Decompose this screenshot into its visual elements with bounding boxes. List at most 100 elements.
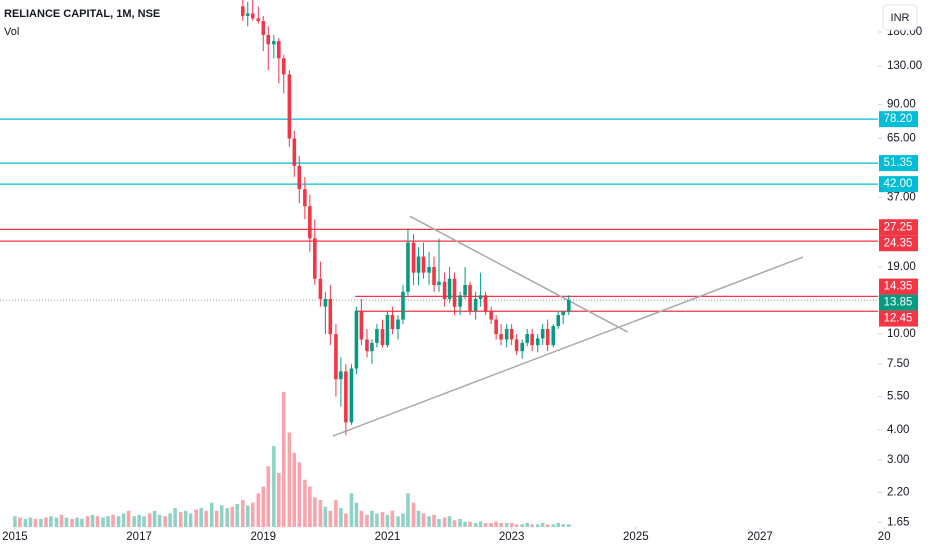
volume-bar [540,522,545,527]
price-label-box [879,111,918,128]
price-label-box [879,278,918,295]
candle-body [240,6,245,16]
volume-bar [261,486,266,527]
candle-body [385,315,390,346]
volume-bar [281,392,286,527]
x-tick-label: 2015 [2,531,28,543]
volume-bar [359,510,364,527]
volume-bar [452,520,457,527]
volume-bar [132,516,136,527]
volume-bar [427,516,431,527]
x-tick-label: 2023 [499,531,525,543]
candle-body [535,338,540,346]
candle-body [354,310,359,369]
candle-body [375,329,379,343]
price-label: 27.25 [884,221,913,233]
candle-body [551,326,556,346]
volume-bar [188,513,193,527]
y-tick-label: 37.00 [887,191,916,203]
volume-bar [530,524,534,527]
candle-body [452,278,457,307]
candle-body [401,291,405,320]
volume-bar [520,524,524,527]
volume-bar [308,486,312,527]
volume-bar [49,516,53,527]
volume-bar [101,517,105,527]
volume-bar [85,516,90,527]
volume-bar [95,516,100,527]
volume-bar [344,513,348,527]
volume-bar [33,518,38,527]
candle-body [468,285,472,311]
candle-body [396,319,400,330]
volume-bar [64,517,69,527]
volume-bar [54,517,59,527]
trendline [409,215,629,333]
volume-bar [116,516,121,527]
volume-bar [432,514,436,527]
price-label: 12.45 [884,313,913,325]
price-label-box [879,176,918,193]
candle-body [250,13,255,19]
currency-label: INR [891,12,910,24]
volume-bar [106,516,110,527]
volume-bar [70,518,74,527]
volume-bar [292,452,297,527]
y-tick-label: 3.00 [887,454,909,466]
y-tick-label: 65.00 [887,133,916,145]
volume-bar [18,517,22,527]
candle-body [390,315,395,330]
price-label-box [879,235,918,252]
candle-body [277,41,281,59]
volume-bar [447,516,452,527]
candle-body [545,329,550,346]
price-label: 24.35 [884,237,913,249]
volume-bar [13,516,17,527]
y-tick-label: 19.00 [887,261,916,273]
x-tick-label: 20 [878,531,891,543]
candle-body [370,342,374,352]
candle-body [281,58,286,75]
volume-bar [365,514,369,527]
candle-body [499,334,503,340]
candle-body [427,267,431,273]
volume-bar [349,493,354,527]
volume-bar [199,508,203,527]
volume-bar [328,510,333,527]
volume-bar [504,522,509,527]
volume-bar [147,513,152,527]
price-label-box [879,155,918,172]
candle-body [323,298,328,307]
currency-button[interactable] [882,4,918,31]
volume-bar [494,521,498,527]
price-label-box [879,310,918,327]
volume-bar [375,513,379,527]
volume-bar [545,524,550,527]
candle-body [339,371,343,380]
y-tick-label: 2.20 [887,486,909,498]
volume-bar [23,518,28,527]
volume-bar [323,506,328,527]
volume-bar [44,517,48,527]
candle-body [266,34,271,45]
x-tick-label: 2027 [747,531,773,543]
volume-bar [194,509,199,527]
volume-bar [468,521,472,527]
volume-bar [297,462,302,527]
candle-body [525,334,529,343]
price-label: 51.35 [884,157,913,169]
volume-bar [380,512,385,527]
volume-bar [478,521,483,527]
candle-body [303,189,307,207]
candle-body [432,267,436,286]
candle-body [458,295,462,307]
volume-bar [303,479,307,527]
volume-bar [406,493,410,527]
candle-body [334,334,338,380]
plot-area [0,0,878,527]
candle-body [437,281,441,286]
volume-bar [354,502,359,527]
volume-bar [401,513,405,527]
candle-body [494,319,498,335]
volume-bar [157,514,162,527]
